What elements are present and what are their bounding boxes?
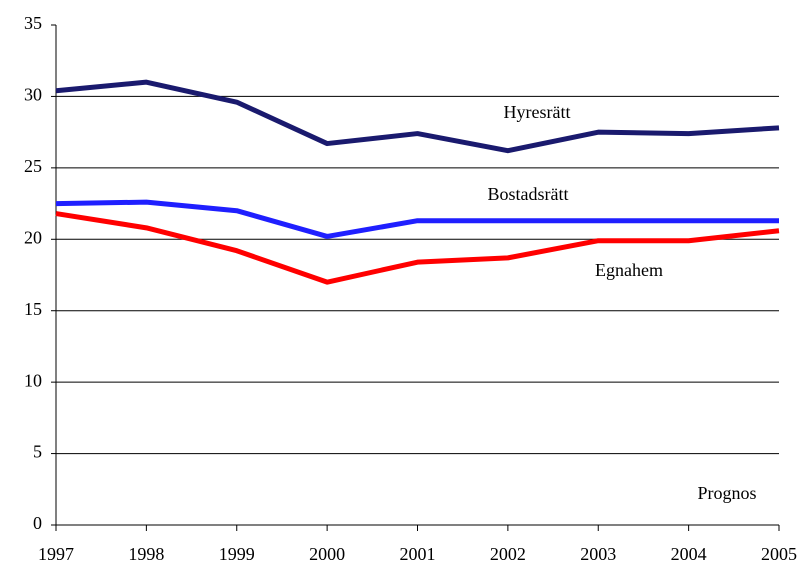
x-tick-label: 2004 (671, 544, 707, 564)
x-tick-label: 1997 (38, 544, 74, 564)
x-tick-label: 1998 (128, 544, 164, 564)
y-tick-label: 30 (24, 85, 42, 105)
x-tick-label: 1999 (219, 544, 255, 564)
x-tick-label: 2003 (580, 544, 616, 564)
series-label: Hyresrätt (504, 102, 571, 122)
x-tick-label: 2002 (490, 544, 526, 564)
annotation: Prognos (697, 483, 756, 503)
y-tick-label: 15 (24, 299, 42, 319)
y-tick-label: 5 (33, 442, 42, 462)
x-tick-label: 2001 (400, 544, 436, 564)
y-tick-label: 25 (24, 156, 42, 176)
series-line (55, 211, 780, 285)
series-label: Bostadsrätt (488, 184, 569, 204)
series-label: Egnahem (595, 260, 663, 280)
series-line (55, 79, 780, 154)
y-tick-label: 35 (24, 13, 42, 33)
series-line (55, 199, 779, 239)
x-tick-label: 2000 (309, 544, 345, 564)
x-tick-label: 2005 (761, 544, 797, 564)
y-tick-label: 0 (33, 513, 42, 533)
y-tick-label: 10 (24, 370, 42, 390)
y-tick-label: 20 (24, 227, 42, 247)
